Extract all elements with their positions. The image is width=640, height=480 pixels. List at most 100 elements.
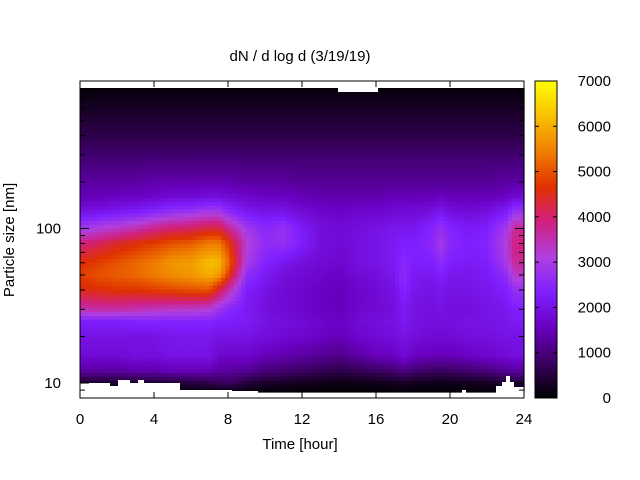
heatmap-cell: [410, 179, 416, 184]
heatmap-cell: [168, 95, 174, 100]
heatmap-cell: [104, 179, 109, 184]
heatmap-cell: [104, 133, 109, 138]
heatmap-cell: [180, 232, 186, 237]
heatmap-cell: [326, 175, 331, 180]
heatmap-cell: [124, 255, 130, 260]
heatmap-cell: [221, 255, 226, 260]
heatmap-cell: [197, 179, 202, 184]
heatmap-cell: [172, 103, 178, 108]
heatmap-cell: [277, 202, 283, 207]
heatmap-cell: [427, 152, 432, 157]
heatmap-cell: [285, 213, 291, 218]
heatmap-cell: [394, 183, 400, 188]
heatmap-cell: [439, 167, 444, 173]
heatmap-cell: [515, 88, 521, 93]
heatmap-cell: [124, 133, 130, 138]
heatmap-cell: [451, 202, 456, 207]
heatmap-cell: [225, 110, 230, 116]
heatmap-cell: [507, 243, 513, 249]
heatmap-cell: [427, 160, 432, 165]
heatmap-cell: [406, 217, 412, 222]
heatmap-cell: [366, 133, 372, 138]
heatmap-cell: [273, 156, 279, 161]
heatmap-cell: [390, 247, 396, 252]
heatmap-cell: [330, 152, 335, 157]
heatmap-cell: [463, 103, 469, 108]
heatmap-cell: [197, 205, 202, 211]
heatmap-cell: [229, 129, 234, 135]
heatmap-cell: [197, 114, 202, 119]
heatmap-cell: [334, 251, 339, 256]
heatmap-cell: [511, 148, 517, 154]
heatmap-cell: [306, 148, 311, 154]
heatmap-cell: [160, 228, 166, 233]
heatmap-cell: [261, 160, 267, 165]
heatmap-cell: [406, 91, 412, 97]
heatmap-cell: [172, 243, 178, 249]
heatmap-cell: [112, 141, 117, 146]
heatmap-cell: [423, 103, 428, 108]
heatmap-cell: [225, 167, 230, 173]
heatmap-cell: [386, 114, 392, 119]
heatmap-cell: [180, 148, 186, 154]
heatmap-cell: [152, 217, 158, 222]
heatmap-cell: [483, 148, 489, 154]
heatmap-cell: [281, 243, 287, 249]
heatmap-cell: [374, 122, 380, 127]
heatmap-cell: [237, 247, 243, 252]
heatmap-cell: [281, 209, 287, 214]
heatmap-cell: [326, 194, 331, 199]
heatmap-cell: [370, 251, 376, 256]
heatmap-cell: [427, 221, 432, 226]
heatmap-cell: [245, 156, 251, 161]
heatmap-cell: [253, 175, 259, 180]
heatmap-cell: [213, 209, 218, 214]
heatmap-cell: [386, 228, 392, 233]
heatmap-cell: [249, 171, 255, 176]
heatmap-cell: [439, 198, 444, 203]
heatmap-cell: [265, 240, 271, 245]
heatmap-cell: [88, 186, 93, 192]
heatmap-cell: [475, 126, 481, 131]
heatmap-cell: [152, 209, 158, 214]
heatmap-cell: [213, 110, 218, 116]
heatmap-cell: [225, 240, 230, 245]
heatmap-cell: [463, 247, 469, 252]
heatmap-cell: [358, 179, 364, 184]
heatmap-cell: [188, 186, 194, 192]
heatmap-cell: [366, 183, 372, 188]
heatmap-cell: [285, 255, 291, 260]
heatmap-cell: [386, 88, 392, 93]
heatmap-cell: [100, 103, 105, 108]
heatmap-cell: [225, 88, 230, 93]
heatmap-cell: [152, 91, 158, 97]
heatmap-cell: [132, 224, 138, 230]
heatmap-cell: [257, 171, 263, 176]
heatmap-cells: [80, 88, 525, 393]
heatmap-cell: [419, 126, 424, 131]
heatmap-cell: [499, 228, 505, 233]
heatmap-cell: [495, 198, 501, 203]
heatmap-cell: [467, 194, 473, 199]
heatmap-cell: [330, 255, 335, 260]
heatmap-cell: [184, 205, 190, 211]
heatmap-cell: [515, 186, 521, 192]
heatmap-cell: [326, 164, 331, 169]
heatmap-cell: [233, 228, 239, 233]
heatmap-cell: [310, 103, 315, 108]
heatmap-cell: [201, 110, 206, 116]
heatmap-cell: [201, 141, 206, 146]
heatmap-cell: [334, 217, 339, 222]
heatmap-cell: [386, 148, 392, 154]
heatmap-cell: [390, 126, 396, 131]
heatmap-cell: [455, 251, 461, 256]
heatmap-cell: [152, 133, 158, 138]
heatmap-cell: [459, 99, 465, 104]
heatmap-cell: [241, 152, 247, 157]
heatmap-cell: [519, 156, 525, 161]
heatmap-cell: [366, 171, 372, 176]
heatmap-cell: [507, 126, 513, 131]
heatmap-cell: [237, 118, 243, 123]
heatmap-cell: [156, 259, 162, 264]
heatmap-cell: [338, 160, 343, 165]
